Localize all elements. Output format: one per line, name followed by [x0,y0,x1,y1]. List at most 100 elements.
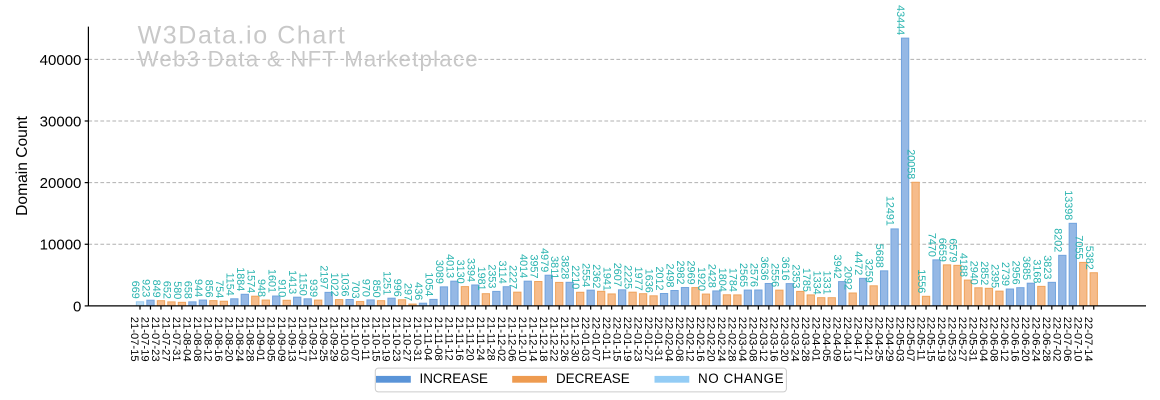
svg-text:21-12-14: 21-12-14 [526,317,538,362]
svg-text:20000: 20000 [40,175,82,192]
svg-text:INCREASE: INCREASE [420,371,489,386]
svg-text:22-02-08: 22-02-08 [673,317,685,362]
svg-text:21-12-10: 21-12-10 [516,317,528,362]
svg-text:2395: 2395 [988,264,1000,288]
svg-text:21-10-03: 21-10-03 [338,317,350,362]
svg-text:21-09-21: 21-09-21 [306,317,318,362]
svg-text:22-04-25: 22-04-25 [872,317,884,362]
svg-text:4188: 4188 [957,253,969,277]
svg-text:22-07-02: 22-07-02 [1051,317,1063,362]
svg-text:22-05-03: 22-05-03 [893,317,905,362]
svg-text:1977: 1977 [632,267,644,291]
svg-text:910: 910 [276,279,288,297]
svg-text:21-08-08: 21-08-08 [191,317,203,362]
svg-text:21-09-01: 21-09-01 [254,317,266,362]
svg-text:2092: 2092 [842,266,854,290]
svg-text:658: 658 [181,281,193,299]
svg-text:3636: 3636 [758,256,770,280]
svg-text:1556: 1556 [915,269,927,293]
svg-text:21-11-16: 21-11-16 [453,317,465,361]
svg-text:996: 996 [391,279,403,297]
svg-text:2576: 2576 [747,263,759,287]
svg-text:4979: 4979 [538,248,550,272]
svg-text:7055: 7055 [1072,235,1084,259]
svg-text:21-08-04: 21-08-04 [181,317,193,362]
svg-text:1636: 1636 [643,269,655,293]
svg-text:21-11-24: 21-11-24 [474,317,486,361]
svg-text:3685: 3685 [1020,256,1032,280]
svg-text:22-01-23: 22-01-23 [631,317,643,362]
svg-text:NO CHANGE: NO CHANGE [698,371,784,386]
svg-text:21-11-20: 21-11-20 [464,317,476,361]
svg-text:22-04-09: 22-04-09 [830,317,842,362]
svg-text:21-11-04: 21-11-04 [422,317,434,361]
svg-text:22-04-21: 22-04-21 [862,317,874,362]
svg-text:2012: 2012 [653,266,665,290]
svg-text:22-06-08: 22-06-08 [988,317,1000,362]
svg-text:939: 939 [307,279,319,297]
svg-text:948: 948 [255,279,267,297]
svg-text:2565: 2565 [737,263,749,287]
svg-text:22-01-19: 22-01-19 [621,317,633,362]
svg-text:3394: 3394 [464,258,476,282]
svg-text:22-04-05: 22-04-05 [820,317,832,362]
svg-text:3089: 3089 [433,260,445,284]
svg-text:22-06-20: 22-06-20 [1019,317,1031,362]
svg-text:43444: 43444 [894,5,906,35]
svg-text:2353: 2353 [485,264,497,288]
svg-text:2362: 2362 [590,264,602,288]
svg-text:21-07-23: 21-07-23 [149,317,161,362]
svg-text:21-10-07: 21-10-07 [348,317,360,362]
svg-text:2227: 2227 [506,265,518,289]
svg-text:3942: 3942 [831,255,843,279]
svg-text:2940: 2940 [967,261,979,285]
svg-text:1981: 1981 [475,267,487,291]
svg-text:22-01-31: 22-01-31 [652,317,664,362]
svg-text:22-07-14: 22-07-14 [1082,317,1094,362]
svg-text:22-07-06: 22-07-06 [1061,317,1073,362]
svg-text:22-02-16: 22-02-16 [694,317,706,362]
svg-text:13398: 13398 [1062,190,1074,220]
svg-text:10000: 10000 [40,237,82,254]
svg-text:1154: 1154 [223,273,235,296]
svg-text:2607: 2607 [611,263,623,287]
svg-text:22-01-15: 22-01-15 [610,317,622,362]
svg-text:20058: 20058 [905,149,917,179]
svg-text:5688: 5688 [873,244,885,268]
svg-text:22-02-20: 22-02-20 [705,317,717,362]
svg-text:22-02-28: 22-02-28 [726,317,738,362]
svg-text:21-09-09: 21-09-09 [275,317,287,362]
svg-text:2969: 2969 [684,261,696,285]
svg-text:1785: 1785 [800,268,812,292]
svg-text:21-08-24: 21-08-24 [233,317,245,362]
svg-text:5382: 5382 [1083,246,1095,270]
svg-text:970: 970 [360,279,372,297]
svg-text:22-05-23: 22-05-23 [946,317,958,362]
svg-text:2739: 2739 [999,262,1011,286]
svg-text:22-07-10: 22-07-10 [1071,317,1083,362]
svg-text:22-06-24: 22-06-24 [1030,317,1042,362]
svg-text:754: 754 [213,280,225,298]
svg-text:22-06-28: 22-06-28 [1040,317,1052,362]
svg-text:22-03-08: 22-03-08 [747,317,759,362]
svg-text:21-12-18: 21-12-18 [537,317,549,362]
svg-text:8202: 8202 [1051,228,1063,252]
svg-text:2197: 2197 [318,265,330,289]
svg-text:21-07-27: 21-07-27 [160,317,172,362]
svg-text:2852: 2852 [978,261,990,285]
svg-text:22-05-15: 22-05-15 [925,317,937,362]
svg-text:1601: 1601 [265,269,277,293]
svg-text:22-05-31: 22-05-31 [967,317,979,362]
svg-text:1251: 1251 [381,271,393,295]
svg-text:669: 669 [129,281,141,299]
svg-text:22-03-04: 22-03-04 [736,317,748,362]
svg-text:21-08-12: 21-08-12 [202,317,214,362]
svg-text:0: 0 [73,298,81,315]
svg-text:21-10-23: 21-10-23 [390,317,402,362]
svg-text:21-09-13: 21-09-13 [285,317,297,362]
svg-text:2353: 2353 [789,264,801,288]
svg-text:22-01-27: 22-01-27 [642,317,654,362]
svg-text:849: 849 [150,280,162,298]
svg-text:21-09-25: 21-09-25 [317,317,329,362]
svg-text:22-02-04: 22-02-04 [663,317,675,362]
